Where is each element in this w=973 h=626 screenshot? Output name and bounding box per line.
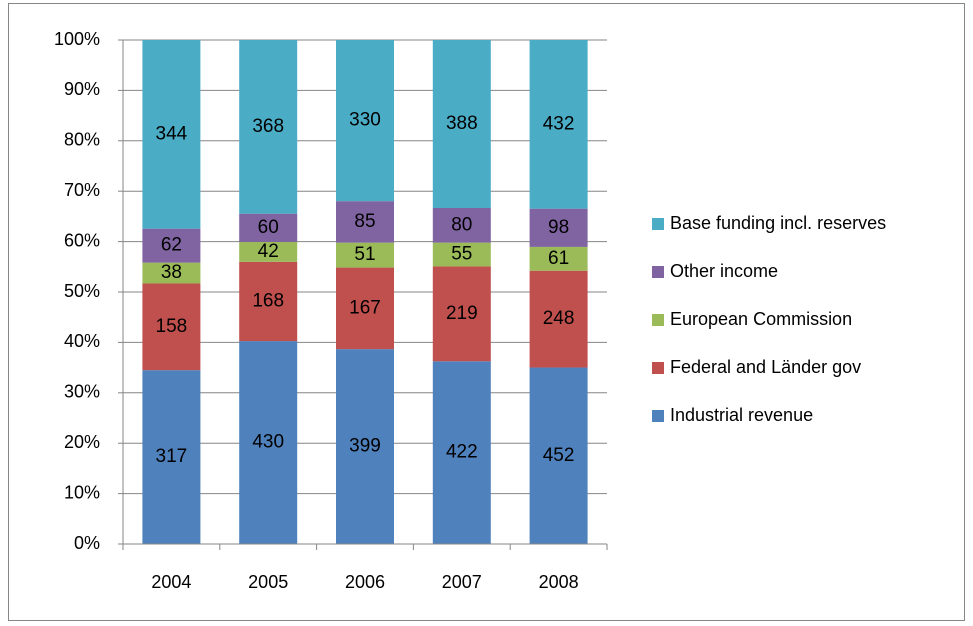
data-label: 98 [548, 217, 569, 238]
data-label: 42 [258, 241, 279, 262]
bar-segment [239, 241, 298, 262]
data-label: 430 [252, 432, 284, 453]
legend-swatch [652, 410, 664, 422]
bar-segment [142, 370, 201, 544]
data-label: 167 [349, 297, 381, 318]
bar-segment [336, 242, 394, 268]
x-tick-label: 2004 [151, 572, 191, 592]
data-label: 80 [451, 214, 472, 235]
bar-segment [432, 40, 491, 208]
data-label: 452 [543, 445, 575, 466]
y-tick-label: 100% [54, 29, 100, 49]
y-tick-label: 10% [64, 482, 100, 502]
data-label: 330 [349, 110, 381, 131]
data-label: 61 [548, 248, 569, 269]
legend-label: European Commission [670, 309, 852, 329]
bar-segment [432, 242, 491, 267]
data-label: 60 [258, 217, 279, 238]
legend-label: Industrial revenue [670, 405, 813, 425]
y-tick-label: 20% [64, 432, 100, 452]
bar-segment [239, 40, 298, 214]
x-tick-label: 2007 [442, 572, 482, 592]
y-tick-label: 60% [64, 230, 100, 250]
bar-segment [239, 261, 298, 342]
data-label: 344 [156, 123, 188, 144]
bar-segment [239, 213, 298, 242]
bar-segment [432, 266, 491, 362]
legend-swatch [652, 266, 664, 278]
data-label: 85 [354, 211, 375, 232]
bar-segment [336, 201, 394, 243]
legend-swatch [652, 218, 664, 230]
y-tick-label: 80% [64, 130, 100, 150]
y-tick-label: 0% [74, 533, 100, 553]
bar-segment [142, 262, 201, 284]
data-label: 388 [446, 113, 478, 134]
data-label: 368 [252, 116, 284, 137]
data-label: 219 [446, 303, 478, 324]
y-tick-label: 40% [64, 331, 100, 351]
bar-segment [336, 40, 394, 202]
bar-segment [529, 270, 588, 368]
bar-segment [529, 367, 588, 544]
data-label: 158 [156, 316, 188, 337]
y-tick-label: 30% [64, 382, 100, 402]
data-label: 55 [451, 244, 472, 265]
x-tick-label: 2008 [539, 572, 579, 592]
bar-segment [432, 361, 491, 544]
data-label: 51 [354, 244, 375, 265]
legend-swatch [652, 314, 664, 326]
x-tick-label: 2006 [345, 572, 385, 592]
data-label: 432 [543, 113, 575, 134]
y-tick-label: 70% [64, 180, 100, 200]
bar-segment [432, 208, 491, 243]
bar-segment [142, 40, 201, 229]
bar-segment [529, 40, 588, 209]
legend-label: Base funding incl. reserves [670, 213, 886, 233]
bar-segment [239, 341, 298, 544]
y-tick-label: 90% [64, 79, 100, 99]
bar-segment [142, 228, 201, 263]
bar-segment [336, 349, 394, 544]
data-label: 399 [349, 436, 381, 457]
data-label: 248 [543, 308, 575, 329]
bar-segment [529, 208, 588, 247]
legend-label: Other income [670, 261, 778, 281]
x-tick-label: 2005 [248, 572, 288, 592]
legend-swatch [652, 362, 664, 374]
bar-segment [142, 283, 201, 371]
data-label: 38 [161, 262, 182, 283]
data-label: 168 [252, 290, 284, 311]
y-tick-label: 50% [64, 281, 100, 301]
data-label: 422 [446, 442, 478, 463]
legend-label: Federal and Länder gov [670, 357, 861, 377]
bar-segment [336, 267, 394, 350]
data-label: 62 [161, 235, 182, 256]
bar-segment [529, 246, 588, 271]
data-label: 317 [156, 446, 188, 467]
